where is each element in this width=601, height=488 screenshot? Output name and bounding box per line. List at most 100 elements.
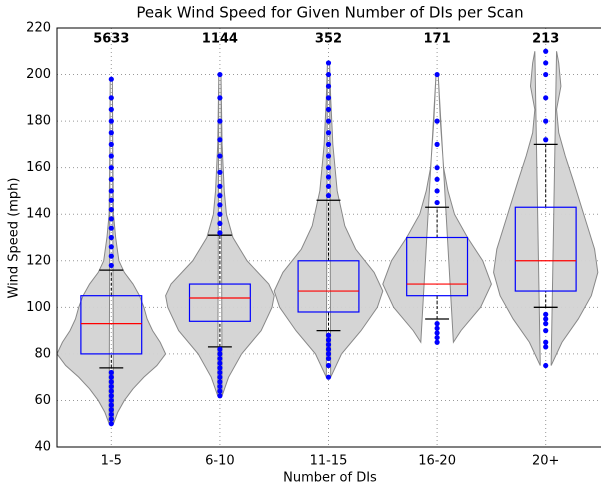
y-tick-label: 80 bbox=[34, 346, 51, 361]
outlier-point bbox=[217, 355, 223, 362]
outlier-point bbox=[434, 330, 440, 336]
outlier-point bbox=[325, 341, 332, 348]
outlier-point bbox=[434, 339, 440, 345]
outlier-point bbox=[108, 379, 114, 385]
outlier-point bbox=[434, 71, 440, 78]
outlier-point bbox=[108, 416, 114, 422]
y-tick-label: 100 bbox=[26, 300, 51, 315]
violin-half bbox=[220, 74, 275, 396]
outlier-point bbox=[543, 328, 549, 334]
x-tick-label: 11-15 bbox=[310, 454, 348, 469]
y-tick-label: 200 bbox=[26, 67, 51, 82]
outlier-point bbox=[217, 365, 223, 371]
outlier-point bbox=[434, 334, 440, 341]
outlier-point bbox=[325, 153, 332, 159]
outlier-point bbox=[108, 153, 114, 159]
outlier-point bbox=[108, 393, 114, 399]
outlier-point bbox=[217, 183, 223, 189]
outlier-point bbox=[108, 206, 114, 213]
violin-half bbox=[493, 51, 541, 366]
outlier-point bbox=[108, 397, 114, 404]
outlier-point bbox=[217, 137, 223, 143]
outlier-point bbox=[325, 83, 332, 89]
outlier-point bbox=[217, 118, 223, 124]
box bbox=[297, 260, 360, 313]
outlier-point bbox=[434, 176, 440, 182]
x-tick-label: 16-20 bbox=[418, 454, 456, 469]
x-tick-label: 1-5 bbox=[101, 454, 122, 469]
y-tick-label: 60 bbox=[34, 393, 51, 408]
count-label: 171 bbox=[424, 32, 451, 47]
outlier-point bbox=[217, 379, 223, 385]
outlier-point bbox=[108, 262, 114, 269]
outlier-point bbox=[543, 48, 549, 54]
outlier-point bbox=[543, 311, 549, 317]
outlier-point bbox=[217, 220, 223, 227]
outlier-point bbox=[108, 95, 114, 101]
outlier-point bbox=[217, 153, 223, 159]
outlier-point bbox=[217, 71, 223, 78]
outlier-point bbox=[108, 76, 114, 82]
outlier-point bbox=[434, 199, 440, 206]
outlier-point bbox=[217, 346, 223, 352]
violin-half bbox=[550, 51, 599, 366]
outlier-point bbox=[325, 346, 332, 352]
box bbox=[188, 283, 251, 322]
plot-frame bbox=[56, 27, 601, 448]
x-axis-label: Number of DIs bbox=[283, 471, 377, 486]
outlier-point bbox=[108, 374, 114, 380]
outlier-point bbox=[108, 253, 114, 259]
outlier-point bbox=[434, 321, 440, 327]
outlier-point bbox=[325, 60, 332, 66]
outlier-point bbox=[217, 369, 223, 376]
outlier-point bbox=[217, 211, 223, 217]
outlier-point bbox=[543, 60, 549, 66]
outlier-point bbox=[108, 188, 114, 194]
outlier-point bbox=[108, 411, 114, 418]
outlier-point bbox=[325, 337, 332, 343]
outlier-point bbox=[434, 165, 440, 171]
outlier-point bbox=[108, 388, 114, 394]
outlier-point bbox=[217, 169, 223, 175]
outlier-point bbox=[217, 202, 223, 208]
outlier-point bbox=[108, 130, 114, 136]
y-tick-label: 40 bbox=[34, 440, 51, 455]
outlier-point bbox=[543, 316, 549, 322]
count-label: 213 bbox=[532, 32, 559, 47]
outlier-point bbox=[108, 421, 114, 427]
violin-half bbox=[56, 79, 111, 424]
x-tick-label: 6-10 bbox=[205, 454, 235, 469]
violin-half bbox=[382, 74, 437, 344]
outlier-point bbox=[325, 71, 332, 78]
outlier-point bbox=[108, 197, 114, 203]
count-label: 1144 bbox=[202, 32, 238, 47]
outlier-point bbox=[217, 351, 223, 357]
outlier-point bbox=[217, 95, 223, 101]
outlier-point bbox=[108, 402, 114, 408]
outlier-point bbox=[108, 244, 114, 250]
y-tick-label: 220 bbox=[26, 21, 51, 36]
violin-half bbox=[437, 74, 492, 344]
outlier-point bbox=[325, 174, 332, 180]
box bbox=[514, 206, 577, 292]
outlier-point bbox=[325, 95, 332, 101]
outlier-point bbox=[434, 141, 440, 147]
outlier-point bbox=[108, 176, 114, 182]
outlier-point bbox=[217, 388, 223, 394]
outlier-point bbox=[325, 118, 332, 124]
outlier-point bbox=[108, 216, 114, 222]
outlier-point bbox=[543, 71, 549, 78]
outlier-point bbox=[543, 344, 549, 350]
outlier-point bbox=[217, 393, 223, 399]
x-tick-label: 20+ bbox=[532, 454, 559, 469]
outlier-point bbox=[325, 351, 332, 357]
y-tick-label: 140 bbox=[26, 207, 51, 222]
outlier-point bbox=[543, 362, 549, 369]
outlier-point bbox=[108, 407, 114, 413]
outlier-point bbox=[325, 165, 332, 171]
outlier-point bbox=[217, 360, 223, 366]
outlier-point bbox=[325, 141, 332, 147]
outlier-point bbox=[217, 374, 223, 380]
outlier-point bbox=[325, 374, 332, 380]
